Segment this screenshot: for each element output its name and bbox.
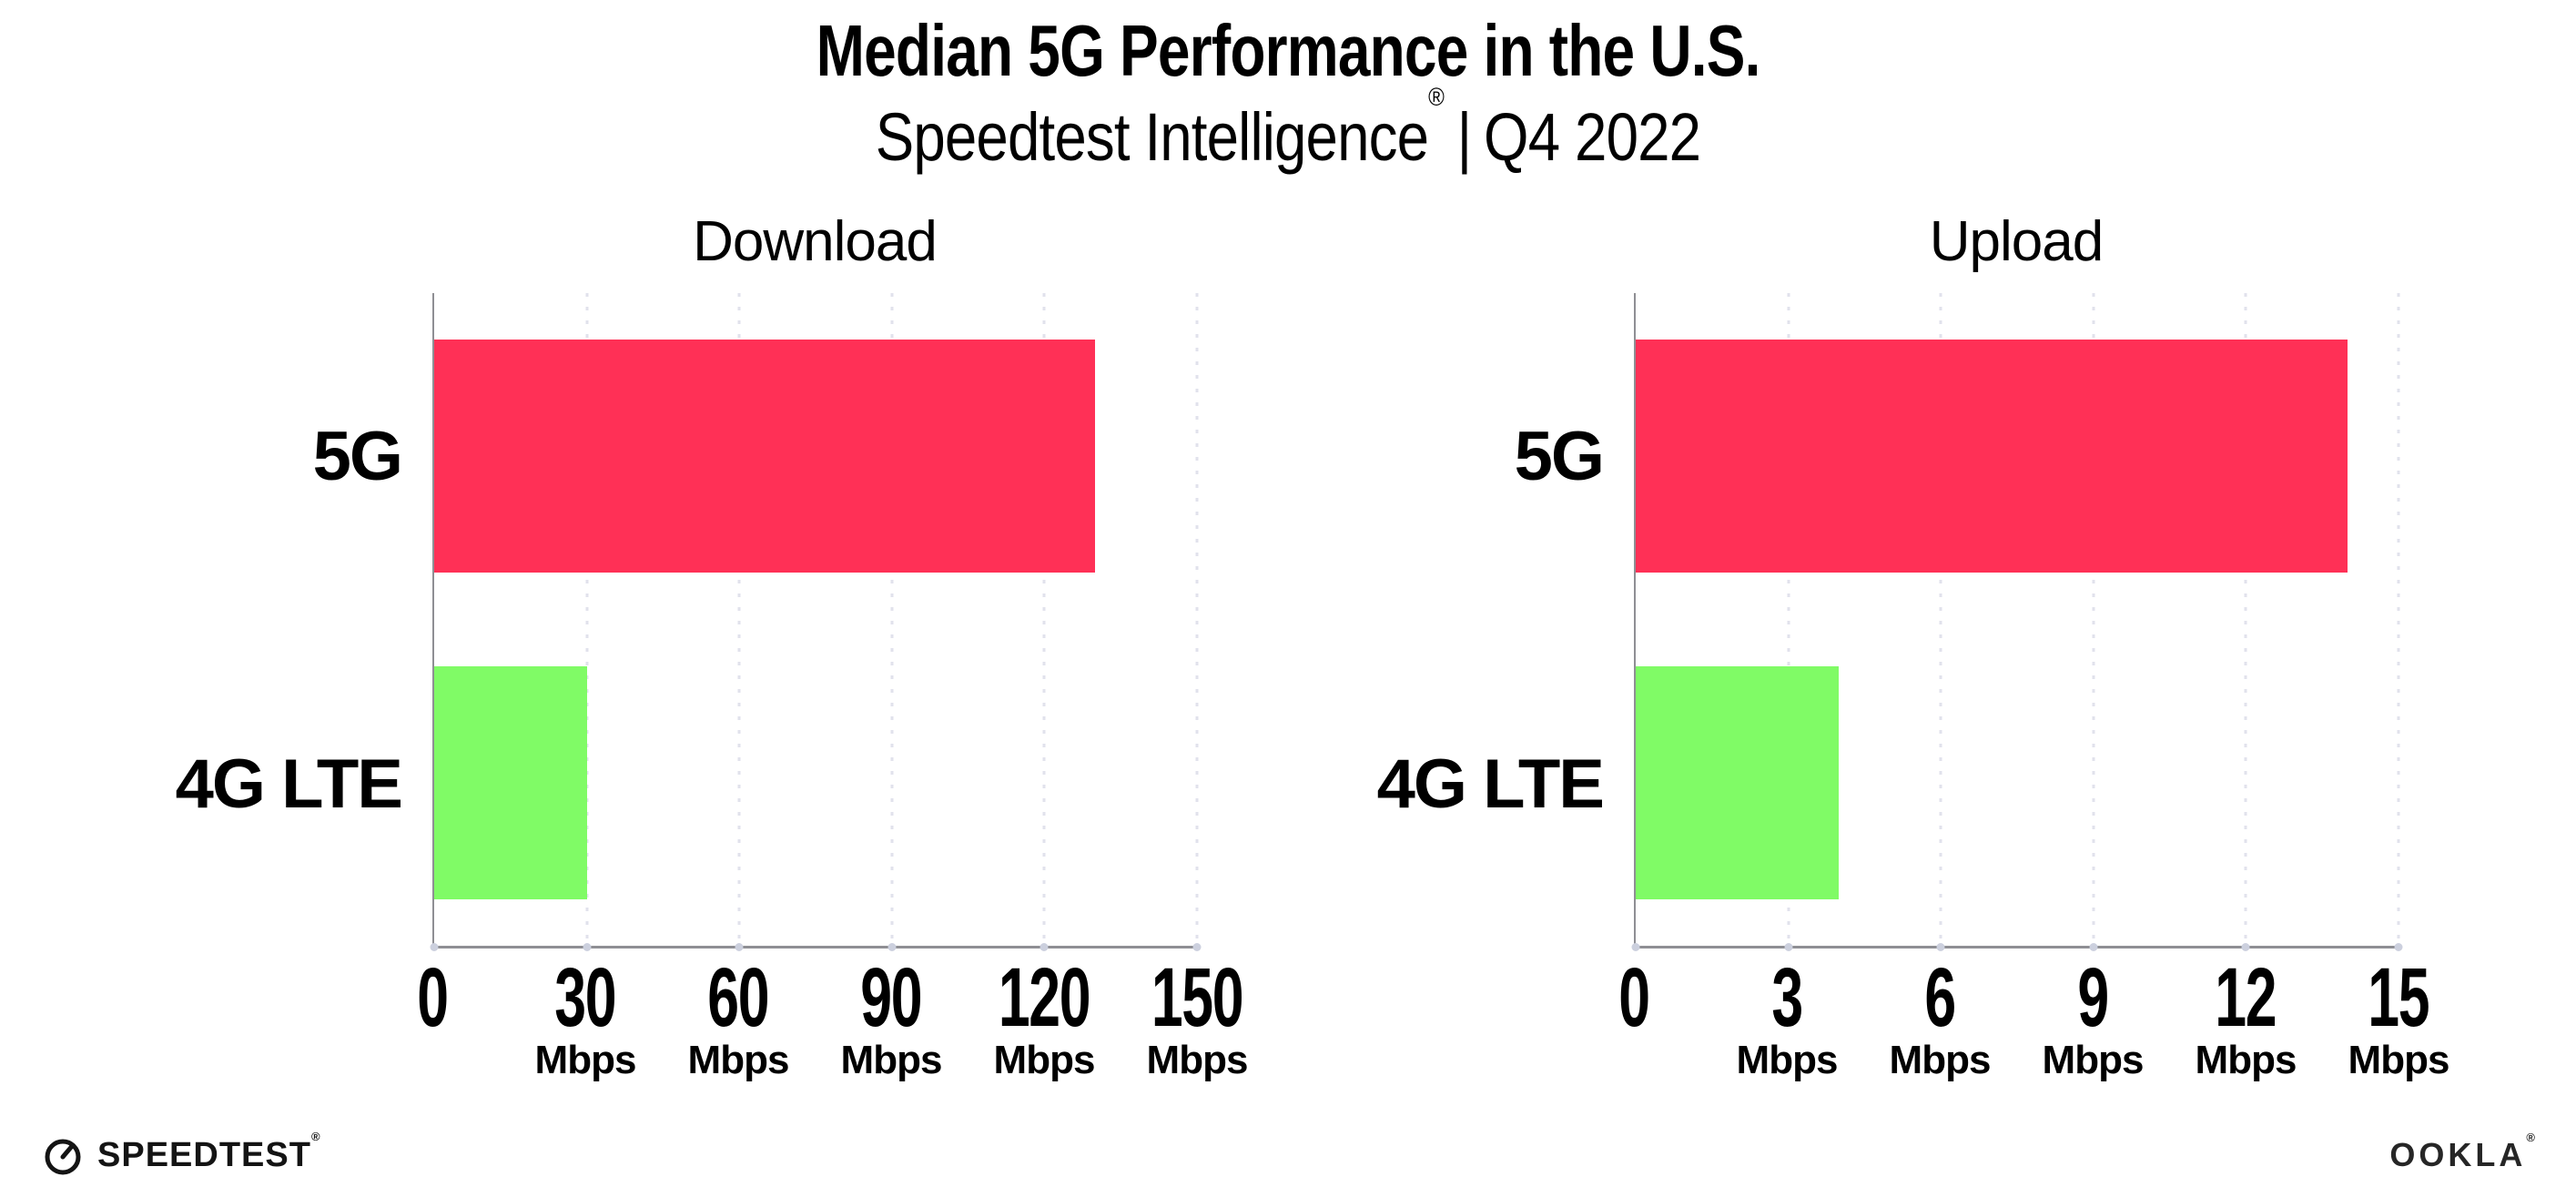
x-tick-value: 15 [2368,951,2430,1045]
x-tick: 3 Mbps [1736,951,1839,1082]
gridline [737,293,741,947]
gridline [2092,293,2095,947]
registered-trademark-icon: ® [1428,83,1445,112]
x-tick: 9 Mbps [2042,951,2145,1082]
footer: SPEEDTEST® OOKLA® [41,1131,2535,1177]
x-tick: 150 Mbps [1130,951,1264,1082]
x-tick: 6 Mbps [1889,951,1992,1082]
upload-x-axis: 0 3 Mbps 6 Mbps 9 Mbps 12 Mbps 15 Mbps [1618,948,2449,1094]
bar-row [434,620,1197,947]
bar-row [434,293,1197,620]
gridline [1195,293,1199,947]
x-tick-unit: Mbps [2195,1037,2297,1082]
speedtest-gauge-icon [45,1139,81,1175]
category-label-5g: 5G [1514,418,1605,496]
upload-bar-5g [1636,340,2348,573]
x-tick-value: 90 [860,951,923,1045]
axis-tick-dot [735,943,744,952]
category-label-5g: 5G [312,418,403,496]
chart-header: Median 5G Performance in the U.S. Speedt… [0,13,2576,173]
x-tick: 0 [410,951,454,1045]
x-tick-unit: Mbps [534,1037,637,1082]
x-tick-value: 150 [1151,951,1244,1045]
upload-chart: Upload 5G 4G LTE 0 3 Mbps 6 Mbps 9 Mbps 12 Mbps 1… [1376,210,2450,1094]
x-tick-unit: Mbps [1146,1037,1249,1082]
ookla-logo: OOKLA® [2389,1131,2535,1173]
category-label-4g-lte: 4G LTE [1376,746,1605,824]
upload-plot-area [1631,293,2403,952]
axis-tick-dot [887,943,897,952]
x-tick: 120 Mbps [977,951,1111,1082]
x-tick-unit: Mbps [2042,1037,2145,1082]
bar-row [1636,620,2399,947]
gridline [2397,293,2400,947]
axis-tick-dot [1784,943,1793,952]
x-tick-value: 0 [417,951,449,1045]
x-tick-value: 60 [707,951,770,1045]
axis-tick-dot [430,943,439,952]
axis-tick-dot [2089,943,2098,952]
axis-tick-dot [1192,943,1202,952]
x-tick-value: 6 [1924,951,1956,1045]
gridline [1787,293,1790,947]
axis-tick-dot [2394,943,2403,952]
upload-y-axis-labels: 5G 4G LTE [1376,293,1634,948]
x-tick: 90 Mbps [840,951,943,1082]
x-tick-unit: Mbps [840,1037,943,1082]
subtitle-period: Q4 2022 [1484,99,1701,175]
axis-tick-dot [1631,943,1640,952]
x-tick: 0 [1611,951,1656,1045]
axis-tick-dot [1936,943,1945,952]
upload-bar-4g-lte [1636,665,1840,899]
page-title: Median 5G Performance in the U.S. [0,13,2576,89]
registered-trademark-icon: ® [2526,1131,2535,1144]
axis-tick-dot [2241,943,2250,952]
x-tick-value: 3 [1771,951,1803,1045]
bar-row [1636,293,2399,620]
download-y-axis-labels: 5G 4G LTE [175,293,432,948]
gridline [585,293,589,947]
registered-trademark-icon: ® [310,1130,320,1144]
x-tick-value: 120 [998,951,1091,1045]
subtitle-separator: | [1456,99,1473,175]
download-bar-4g-lte [434,665,587,899]
axis-tick-dot [583,943,592,952]
speedtest-logo: SPEEDTEST® [41,1131,320,1177]
upload-chart-title: Upload [1929,210,2104,273]
x-tick-unit: Mbps [993,1037,1096,1082]
gridline [2244,293,2247,947]
x-tick: 12 Mbps [2195,951,2297,1082]
download-bar-5g [434,340,1096,573]
page-title-text: Median 5G Performance in the U.S. [816,10,1761,91]
x-tick-value: 30 [554,951,617,1045]
download-plot-area [430,293,1202,952]
gridline [1042,293,1046,947]
x-tick-value: 9 [2077,951,2109,1045]
x-tick-value: 0 [1618,951,1650,1045]
page-subtitle-text: Speedtest Intelligence® | Q4 2022 [875,84,1701,175]
download-x-axis: 0 30 Mbps 60 Mbps 90 Mbps 120 Mbps 150 Mbps [417,948,1248,1094]
x-tick-value: 12 [2215,951,2277,1045]
gridline [890,293,894,947]
speedtest-wordmark-text: SPEEDTEST [97,1136,311,1174]
download-chart-title: Download [693,210,938,273]
x-tick-unit: Mbps [1889,1037,1992,1082]
x-tick: 30 Mbps [534,951,637,1082]
x-tick-unit: Mbps [687,1037,790,1082]
subtitle-brand: Speedtest Intelligence [875,99,1429,175]
x-tick-unit: Mbps [1736,1037,1839,1082]
axis-tick-dot [1040,943,1049,952]
charts-container: Download 5G 4G LTE 0 30 Mbps 60 Mbps 90 Mbps 12… [0,210,2576,1094]
x-tick: 15 Mbps [2348,951,2450,1082]
download-chart: Download 5G 4G LTE 0 30 Mbps 60 Mbps 90 Mbps 12… [175,210,1249,1094]
x-tick-unit: Mbps [2348,1037,2450,1082]
category-label-4g-lte: 4G LTE [175,746,403,824]
ookla-wordmark-text: OOKLA [2389,1136,2527,1173]
page-subtitle: Speedtest Intelligence® | Q4 2022 [0,84,2576,175]
x-tick: 60 Mbps [687,951,790,1082]
gridline [1939,293,1942,947]
speedtest-wordmark: SPEEDTEST® [97,1131,320,1174]
